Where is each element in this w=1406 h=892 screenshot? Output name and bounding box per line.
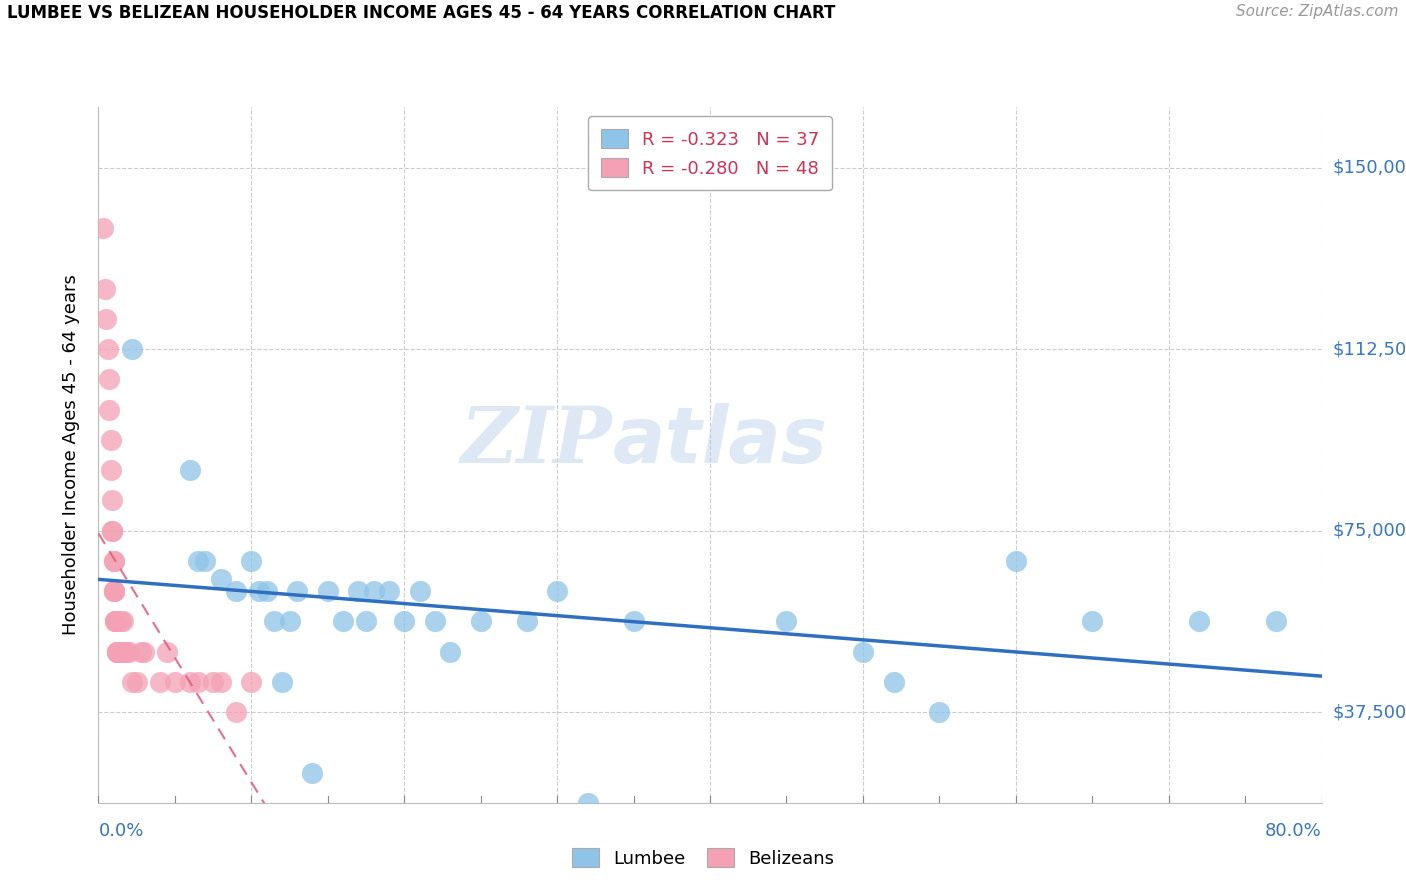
Point <box>91 221 114 235</box>
Legend: Lumbee, Belizeans: Lumbee, Belizeans <box>561 837 845 879</box>
Point <box>163 674 186 689</box>
Point <box>118 644 141 658</box>
Point <box>100 463 122 477</box>
Text: $37,500: $37,500 <box>1333 703 1406 721</box>
Point <box>108 644 131 658</box>
Text: $150,000: $150,000 <box>1333 159 1406 177</box>
Point <box>107 644 129 658</box>
Text: atlas: atlas <box>612 403 827 479</box>
Point <box>546 584 568 599</box>
Point <box>301 765 323 780</box>
Point <box>107 644 129 658</box>
Point <box>110 644 132 658</box>
Point <box>111 615 134 629</box>
Point <box>1004 554 1026 568</box>
Point <box>928 705 950 719</box>
Point <box>187 554 209 568</box>
Point <box>225 705 247 719</box>
Point <box>115 644 138 658</box>
Point <box>105 644 128 658</box>
Point <box>209 674 232 689</box>
Point <box>98 372 121 386</box>
Point <box>285 584 308 599</box>
Point <box>354 615 377 629</box>
Point <box>110 644 132 658</box>
Point <box>103 584 125 599</box>
Point <box>392 615 416 629</box>
Point <box>105 615 128 629</box>
Point <box>107 644 129 658</box>
Point <box>149 674 172 689</box>
Point <box>240 674 263 689</box>
Point <box>240 554 263 568</box>
Text: ZIP: ZIP <box>461 403 612 479</box>
Point <box>270 674 292 689</box>
Point <box>101 524 124 538</box>
Point <box>1188 615 1211 629</box>
Point <box>110 615 132 629</box>
Point <box>97 342 120 356</box>
Text: LUMBEE VS BELIZEAN HOUSEHOLDER INCOME AGES 45 - 64 YEARS CORRELATION CHART: LUMBEE VS BELIZEAN HOUSEHOLDER INCOME AG… <box>7 4 835 22</box>
Point <box>104 615 127 629</box>
Point <box>852 644 875 658</box>
Point <box>347 584 370 599</box>
Point <box>103 584 125 599</box>
Text: $75,000: $75,000 <box>1333 522 1406 540</box>
Point <box>101 493 124 508</box>
Point <box>179 674 201 689</box>
Point <box>98 402 121 417</box>
Point <box>125 674 148 689</box>
Point <box>105 644 128 658</box>
Point <box>775 615 797 629</box>
Text: Source: ZipAtlas.com: Source: ZipAtlas.com <box>1236 4 1399 20</box>
Point <box>94 311 117 326</box>
Point <box>156 644 179 658</box>
Point <box>103 584 125 599</box>
Point <box>256 584 278 599</box>
Point <box>100 433 122 447</box>
Point <box>187 674 209 689</box>
Point <box>363 584 385 599</box>
Point <box>516 615 538 629</box>
Point <box>121 342 143 356</box>
Point <box>439 644 461 658</box>
Point <box>263 615 285 629</box>
Point <box>278 615 301 629</box>
Point <box>883 674 905 689</box>
Point <box>576 796 599 810</box>
Point <box>121 674 143 689</box>
Text: 0.0%: 0.0% <box>98 822 143 840</box>
Point <box>194 554 217 568</box>
Point <box>104 615 127 629</box>
Point <box>103 554 125 568</box>
Point <box>101 524 124 538</box>
Point <box>623 615 645 629</box>
Point <box>408 584 430 599</box>
Point <box>225 584 247 599</box>
Point <box>316 584 339 599</box>
Text: $112,500: $112,500 <box>1333 340 1406 358</box>
Point <box>179 463 201 477</box>
Y-axis label: Householder Income Ages 45 - 64 years: Householder Income Ages 45 - 64 years <box>62 275 80 635</box>
Point <box>103 554 125 568</box>
Point <box>104 615 127 629</box>
Point <box>111 644 134 658</box>
Legend: R = -0.323   N = 37, R = -0.280   N = 48: R = -0.323 N = 37, R = -0.280 N = 48 <box>588 116 832 190</box>
Point <box>1264 615 1286 629</box>
Point <box>1081 615 1104 629</box>
Point <box>378 584 401 599</box>
Point <box>134 644 156 658</box>
Point <box>247 584 270 599</box>
Point <box>112 644 135 658</box>
Point <box>332 615 354 629</box>
Point <box>202 674 225 689</box>
Point <box>93 281 115 295</box>
Point <box>105 644 128 658</box>
Point <box>209 572 232 586</box>
Point <box>423 615 446 629</box>
Point <box>470 615 492 629</box>
Point <box>129 644 152 658</box>
Text: 80.0%: 80.0% <box>1265 822 1322 840</box>
